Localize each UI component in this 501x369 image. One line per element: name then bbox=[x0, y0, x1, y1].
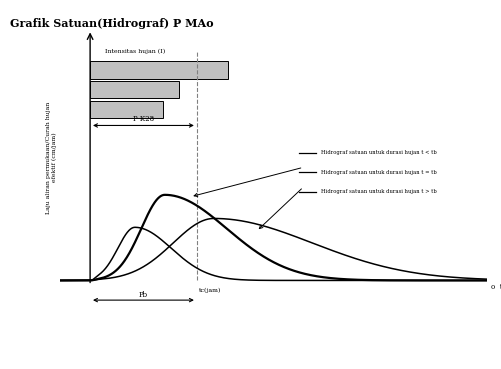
Text: Grafik Satuan(Hidrograf) P MAo: Grafik Satuan(Hidrograf) P MAo bbox=[10, 18, 213, 30]
Text: tc(jam): tc(jam) bbox=[198, 288, 221, 293]
Text: Intensitas hujan (I): Intensitas hujan (I) bbox=[104, 49, 164, 55]
Text: o  t(jam): o t(jam) bbox=[490, 283, 501, 291]
Bar bbox=[90, 81, 179, 99]
Text: Laju aliran permukaan/Curah hujan
efektif (cm/jam): Laju aliran permukaan/Curah hujan efekti… bbox=[46, 101, 57, 214]
Text: Hidrograf satuan untuk durasi hujan t > tb: Hidrograf satuan untuk durasi hujan t > … bbox=[320, 189, 435, 194]
Text: Pb: Pb bbox=[139, 291, 148, 299]
Text: P K28: P K28 bbox=[133, 115, 154, 123]
Text: Hidrograf satuan untuk durasi hujan t = tb: Hidrograf satuan untuk durasi hujan t = … bbox=[320, 170, 435, 175]
Bar bbox=[90, 62, 227, 79]
Text: Hidrograf satuan untuk durasi hujan t < tb: Hidrograf satuan untuk durasi hujan t < … bbox=[320, 150, 435, 155]
Bar bbox=[90, 101, 163, 118]
